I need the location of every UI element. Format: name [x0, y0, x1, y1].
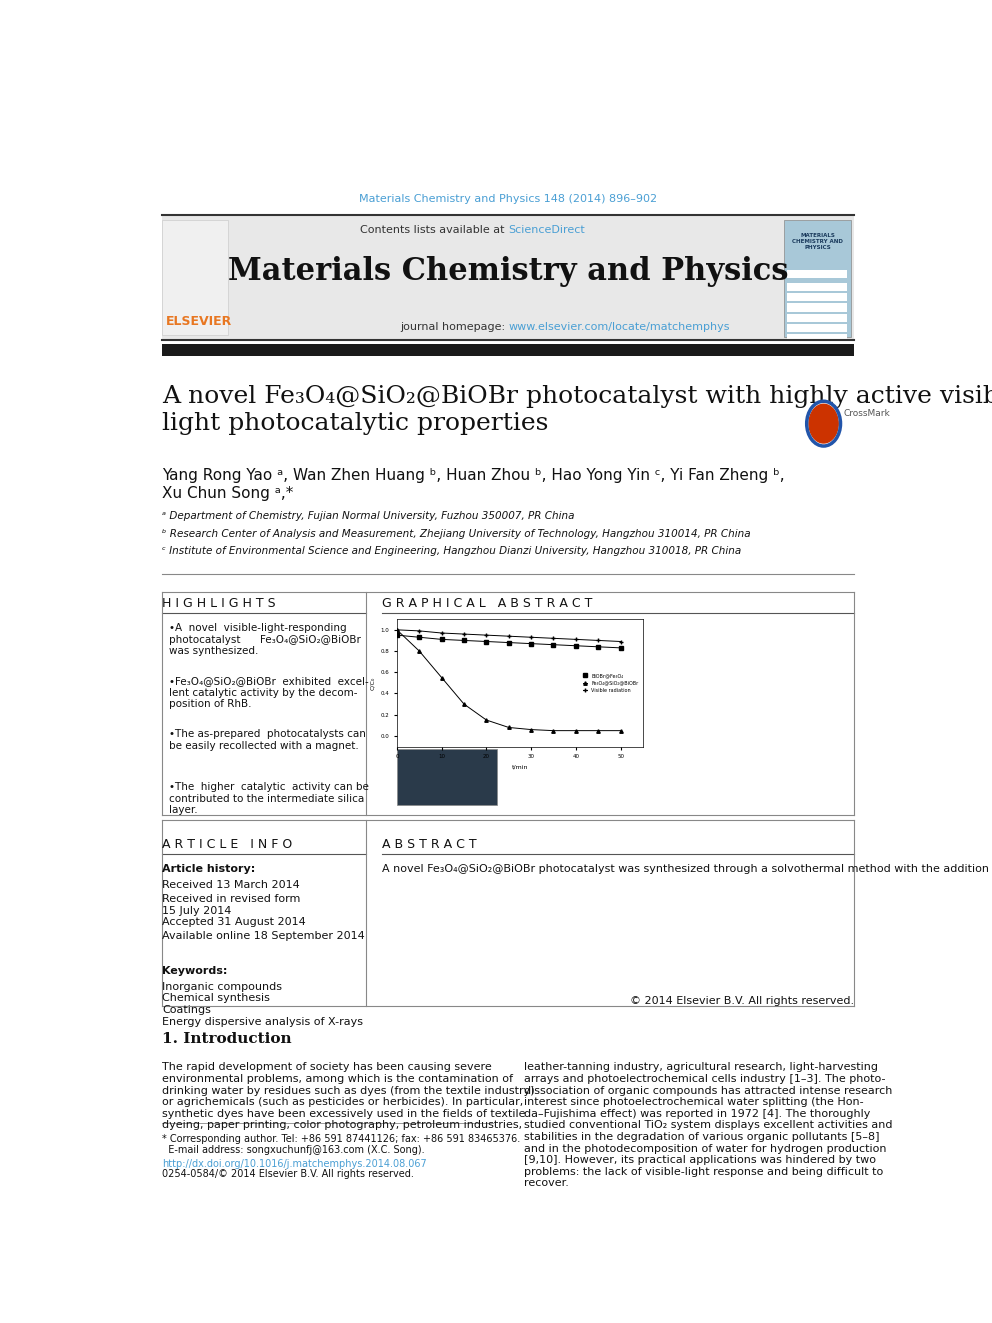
- BiOBr@Fe₃O₄: [458, 632, 470, 648]
- Visible radiation: [458, 626, 470, 642]
- Circle shape: [809, 405, 838, 443]
- Text: Article history:: Article history:: [163, 864, 256, 873]
- Text: CrossMark: CrossMark: [843, 409, 891, 418]
- Visible radiation: [548, 630, 559, 646]
- Text: A novel Fe₃O₄@SiO₂@BiOBr photocatalyst was synthesized through a solvothermal me: A novel Fe₃O₄@SiO₂@BiOBr photocatalyst w…: [382, 864, 992, 873]
- Fe₃O₄@SiO₂@BiOBr: [435, 669, 447, 685]
- Line: Visible radiation: Visible radiation: [395, 628, 622, 643]
- Fe₃O₄@SiO₂@BiOBr: [525, 721, 537, 737]
- Visible radiation: [480, 627, 492, 643]
- BiOBr@Fe₃O₄: [391, 627, 403, 643]
- Text: leather-tanning industry, agricultural research, light-harvesting
arrays and pho: leather-tanning industry, agricultural r…: [524, 1062, 892, 1188]
- Visible radiation: [569, 631, 581, 647]
- Text: Received 13 March 2014: Received 13 March 2014: [163, 880, 301, 890]
- Text: 1. Introduction: 1. Introduction: [163, 1032, 292, 1045]
- Text: journal homepage:: journal homepage:: [400, 321, 509, 332]
- Fe₃O₄@SiO₂@BiOBr: [569, 722, 581, 738]
- Visible radiation: [592, 632, 604, 648]
- Text: * Corresponding author. Tel: +86 591 87441126; fax: +86 591 83465376.
  E-mail a: * Corresponding author. Tel: +86 591 874…: [163, 1134, 521, 1155]
- Text: ScienceDirect: ScienceDirect: [509, 225, 585, 235]
- Text: Available online 18 September 2014: Available online 18 September 2014: [163, 931, 365, 941]
- BiOBr@Fe₃O₄: [569, 638, 581, 654]
- Text: 0254-0584/© 2014 Elsevier B.V. All rights reserved.: 0254-0584/© 2014 Elsevier B.V. All right…: [163, 1170, 415, 1179]
- Fe₃O₄@SiO₂@BiOBr: [391, 622, 403, 638]
- FancyBboxPatch shape: [788, 333, 847, 343]
- Fe₃O₄@SiO₂@BiOBr: [615, 722, 627, 738]
- Visible radiation: [414, 623, 426, 639]
- BiOBr@Fe₃O₄: [414, 630, 426, 646]
- Text: Inorganic compounds
Chemical synthesis
Coatings
Energy dispersive analysis of X-: Inorganic compounds Chemical synthesis C…: [163, 982, 363, 1027]
- Fe₃O₄@SiO₂@BiOBr: [592, 722, 604, 738]
- Text: Contents lists available at: Contents lists available at: [360, 225, 509, 235]
- Text: A B S T R A C T: A B S T R A C T: [382, 839, 476, 851]
- Visible radiation: [525, 630, 537, 646]
- FancyBboxPatch shape: [784, 220, 851, 337]
- Visible radiation: [391, 622, 403, 638]
- FancyBboxPatch shape: [397, 749, 497, 804]
- BiOBr@Fe₃O₄: [592, 639, 604, 655]
- FancyBboxPatch shape: [788, 303, 847, 312]
- Fe₃O₄@SiO₂@BiOBr: [548, 722, 559, 738]
- Fe₃O₄@SiO₂@BiOBr: [458, 696, 470, 712]
- Text: Materials Chemistry and Physics: Materials Chemistry and Physics: [228, 255, 789, 287]
- Text: ᵃ Department of Chemistry, Fujian Normal University, Fuzhou 350007, PR China: ᵃ Department of Chemistry, Fujian Normal…: [163, 511, 575, 521]
- BiOBr@Fe₃O₄: [525, 635, 537, 651]
- Text: •Fe₃O₄@SiO₂@BiOBr  exhibited  excel-
lent catalytic activity by the decom-
posit: •Fe₃O₄@SiO₂@BiOBr exhibited excel- lent …: [169, 676, 368, 709]
- Text: A R T I C L E   I N F O: A R T I C L E I N F O: [163, 839, 293, 851]
- FancyBboxPatch shape: [788, 324, 847, 332]
- Fe₃O₄@SiO₂@BiOBr: [480, 712, 492, 728]
- Visible radiation: [615, 634, 627, 650]
- Text: The rapid development of society has been causing severe
environmental problems,: The rapid development of society has bee…: [163, 1062, 535, 1130]
- Text: Accepted 31 August 2014: Accepted 31 August 2014: [163, 917, 307, 926]
- Text: www.elsevier.com/locate/matchemphys: www.elsevier.com/locate/matchemphys: [509, 321, 730, 332]
- X-axis label: t/min: t/min: [512, 765, 528, 770]
- Text: A novel Fe₃O₄@SiO₂@BiOBr photocatalyst with highly active visible
light photocat: A novel Fe₃O₄@SiO₂@BiOBr photocatalyst w…: [163, 385, 992, 434]
- FancyBboxPatch shape: [788, 270, 847, 278]
- BiOBr@Fe₃O₄: [615, 640, 627, 656]
- Line: Fe₃O₄@SiO₂@BiOBr: Fe₃O₄@SiO₂@BiOBr: [395, 628, 622, 733]
- Text: H I G H L I G H T S: H I G H L I G H T S: [163, 597, 276, 610]
- FancyBboxPatch shape: [788, 355, 847, 363]
- BiOBr@Fe₃O₄: [480, 634, 492, 650]
- Text: © 2014 Elsevier B.V. All rights reserved.: © 2014 Elsevier B.V. All rights reserved…: [630, 996, 854, 1005]
- FancyBboxPatch shape: [163, 344, 854, 356]
- Text: Keywords:: Keywords:: [163, 966, 228, 975]
- Legend: BiOBr@Fe₃O₄, Fe₃O₄@SiO₂@BiOBr, Visible radiation: BiOBr@Fe₃O₄, Fe₃O₄@SiO₂@BiOBr, Visible r…: [580, 671, 641, 695]
- FancyBboxPatch shape: [163, 214, 854, 340]
- Text: http://dx.doi.org/10.1016/j.matchemphys.2014.08.067: http://dx.doi.org/10.1016/j.matchemphys.…: [163, 1159, 428, 1170]
- Text: •A  novel  visible-light-responding
photocatalyst      Fe₃O₄@SiO₂@BiOBr
was synt: •A novel visible-light-responding photoc…: [169, 623, 360, 656]
- Text: Received in revised form
15 July 2014: Received in revised form 15 July 2014: [163, 894, 301, 916]
- BiOBr@Fe₃O₄: [503, 635, 515, 651]
- Text: G R A P H I C A L   A B S T R A C T: G R A P H I C A L A B S T R A C T: [382, 597, 592, 610]
- Text: ᵇ Research Center of Analysis and Measurement, Zhejiang University of Technology: ᵇ Research Center of Analysis and Measur…: [163, 529, 751, 538]
- Line: BiOBr@Fe₃O₄: BiOBr@Fe₃O₄: [395, 634, 622, 650]
- FancyBboxPatch shape: [788, 294, 847, 302]
- Text: ᶜ Institute of Environmental Science and Engineering, Hangzhou Dianzi University: ᶜ Institute of Environmental Science and…: [163, 546, 742, 556]
- Visible radiation: [503, 628, 515, 644]
- FancyBboxPatch shape: [788, 344, 847, 352]
- Text: •The  higher  catalytic  activity can be
contributed to the intermediate silica
: •The higher catalytic activity can be co…: [169, 782, 368, 815]
- BiOBr@Fe₃O₄: [435, 631, 447, 647]
- Y-axis label: C/C₀: C/C₀: [370, 676, 375, 689]
- Text: ELSEVIER: ELSEVIER: [167, 315, 232, 328]
- Text: MATERIALS
CHEMISTRY AND
PHYSICS: MATERIALS CHEMISTRY AND PHYSICS: [792, 233, 843, 250]
- Fe₃O₄@SiO₂@BiOBr: [503, 720, 515, 736]
- Visible radiation: [435, 624, 447, 640]
- FancyBboxPatch shape: [163, 220, 228, 335]
- Fe₃O₄@SiO₂@BiOBr: [414, 643, 426, 659]
- Text: Yang Rong Yao ᵃ, Wan Zhen Huang ᵇ, Huan Zhou ᵇ, Hao Yong Yin ᶜ, Yi Fan Zheng ᵇ,
: Yang Rong Yao ᵃ, Wan Zhen Huang ᵇ, Huan …: [163, 468, 785, 501]
- Text: Materials Chemistry and Physics 148 (2014) 896–902: Materials Chemistry and Physics 148 (201…: [359, 194, 658, 205]
- BiOBr@Fe₃O₄: [548, 636, 559, 652]
- FancyBboxPatch shape: [788, 314, 847, 321]
- Text: •The as-prepared  photocatalysts can
be easily recollected with a magnet.: •The as-prepared photocatalysts can be e…: [169, 729, 365, 751]
- FancyBboxPatch shape: [788, 283, 847, 291]
